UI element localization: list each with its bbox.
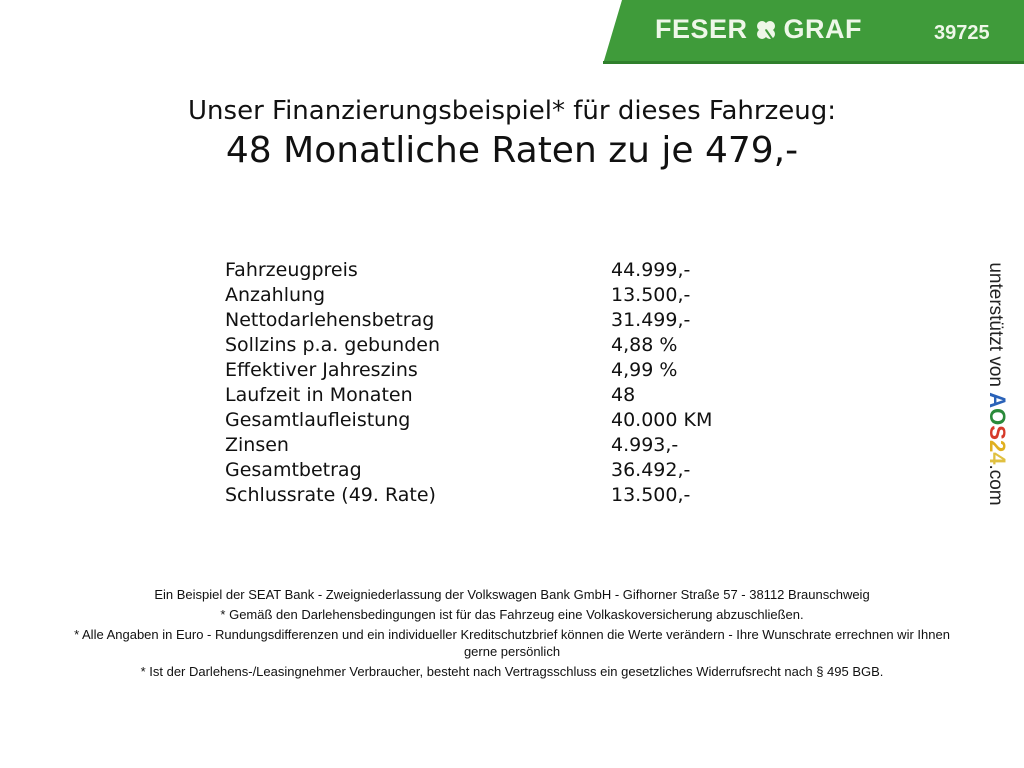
domain-suffix: .com xyxy=(985,464,1006,506)
title-line2: 48 Monatliche Raten zu je 479,- xyxy=(225,130,799,171)
row-value: 44.999,- xyxy=(611,259,691,281)
footer-line: * Alle Angaben in Euro - Rundungsdiffere… xyxy=(74,627,950,659)
row-value: 40.000 KM xyxy=(611,409,713,431)
supported-by-text: unterstützt von xyxy=(985,262,1006,387)
row-label: Nettodarlehensbetrag xyxy=(225,309,435,331)
row-label: Anzahlung xyxy=(225,284,326,306)
legal-footer: Ein Beispiel der SEAT Bank - Zweignieder… xyxy=(60,586,964,683)
row-label: Laufzeit in Monaten xyxy=(225,384,413,406)
row-label: Schlussrate (49. Rate) xyxy=(225,484,436,506)
row-value: 4,88 % xyxy=(611,334,678,356)
row-value: 4,99 % xyxy=(611,359,678,381)
table-row: Gesamtbetrag 36.492,- xyxy=(225,458,712,483)
row-label: Zinsen xyxy=(225,434,289,456)
table-row: Anzahlung 13.500,- xyxy=(225,283,712,308)
banner-background xyxy=(603,0,1024,64)
row-value: 36.492,- xyxy=(611,459,691,481)
table-row: Gesamtlaufleistung 40.000 KM xyxy=(225,408,712,433)
row-label: Fahrzeugpreis xyxy=(225,259,358,281)
row-value: 13.500,- xyxy=(611,484,691,506)
table-row: Schlussrate (49. Rate) 13.500,- xyxy=(225,483,712,508)
clover-icon xyxy=(756,20,775,41)
brand-banner xyxy=(600,0,1024,64)
row-label: Gesamtlaufleistung xyxy=(225,409,411,431)
row-value: 4.993,- xyxy=(611,434,679,456)
footer-line: Ein Beispiel der SEAT Bank - Zweignieder… xyxy=(154,587,870,602)
table-row: Laufzeit in Monaten 48 xyxy=(225,383,712,408)
logo-right-text: GRAF xyxy=(783,14,863,44)
footer-line: * Gemäß den Darlehensbedingungen ist für… xyxy=(220,607,804,622)
table-row: Effektiver Jahreszins 4,99 % xyxy=(225,358,712,383)
row-value: 13.500,- xyxy=(611,284,691,306)
supported-by-aos24: unterstützt von AOS24.com xyxy=(984,262,1010,505)
row-label: Gesamtbetrag xyxy=(225,459,362,481)
table-row: Sollzins p.a. gebunden 4,88 % xyxy=(225,333,712,358)
feser-graf-logo: FESER GRAF xyxy=(655,14,862,45)
financing-table: Fahrzeugpreis 44.999,- Anzahlung 13.500,- … xyxy=(225,258,712,508)
listing-code: 39725 xyxy=(934,22,990,44)
row-label: Effektiver Jahreszins xyxy=(225,359,418,381)
table-row: Zinsen 4.993,- xyxy=(225,433,712,458)
title-line1: Unser Finanzierungsbeispiel* für dieses … xyxy=(188,96,836,126)
aos24-logo: AOS24 xyxy=(985,392,1010,465)
logo-left-text: FESER xyxy=(655,14,748,44)
row-value: 48 xyxy=(611,384,636,406)
row-value: 31.499,- xyxy=(611,309,691,331)
footer-line: * Ist der Darlehens-/Leasingnehmer Verbr… xyxy=(140,664,884,679)
table-row: Nettodarlehensbetrag 31.499,- xyxy=(225,308,712,333)
row-label: Sollzins p.a. gebunden xyxy=(225,334,440,356)
table-row: Fahrzeugpreis 44.999,- xyxy=(225,258,712,283)
